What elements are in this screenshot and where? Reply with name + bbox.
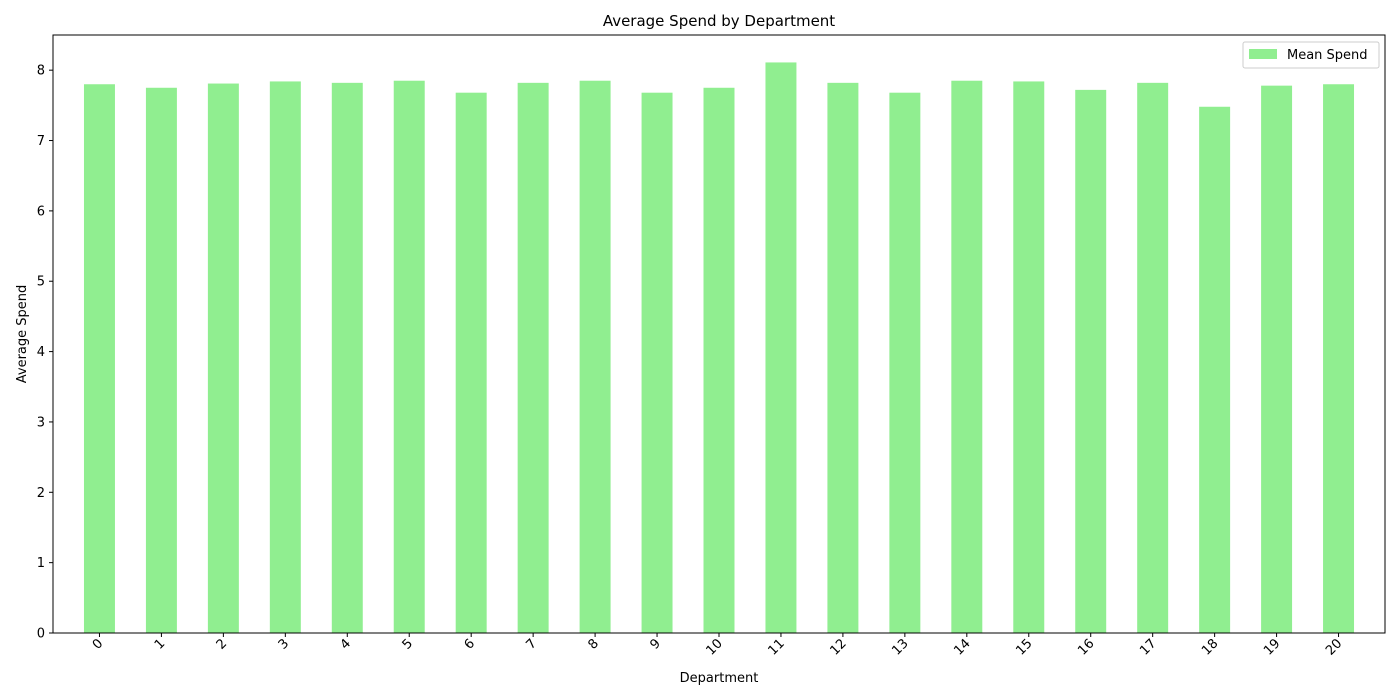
- x-tick-label: 0: [90, 636, 106, 652]
- bar-department-18: [1199, 106, 1231, 633]
- x-tick-label: 19: [1261, 636, 1283, 658]
- bar-department-1: [145, 87, 177, 633]
- bar-department-20: [1323, 84, 1355, 633]
- bar-department-0: [83, 84, 115, 633]
- legend-label: Mean Spend: [1287, 48, 1368, 63]
- bar-department-10: [703, 87, 735, 633]
- bar-department-7: [517, 82, 549, 634]
- x-tick-label: 8: [585, 636, 601, 652]
- y-tick-label: 6: [37, 204, 45, 219]
- y-axis: 0 1 2 3 4 5 6 7 8: [37, 64, 53, 642]
- x-tick-label: 5: [400, 636, 416, 652]
- x-axis-label: Department: [680, 671, 759, 686]
- y-tick-label: 1: [37, 556, 45, 571]
- bar-department-5: [393, 80, 425, 633]
- x-tick-label: 14: [951, 636, 973, 658]
- x-tick-label: 10: [704, 636, 726, 658]
- bar-department-8: [579, 80, 611, 633]
- x-tick-label: 13: [889, 636, 911, 658]
- x-tick-label: 6: [462, 636, 478, 652]
- legend-swatch: [1249, 49, 1277, 59]
- bar-department-19: [1261, 85, 1293, 634]
- x-tick-label: 15: [1013, 636, 1035, 658]
- x-tick-label: 18: [1199, 636, 1221, 658]
- bar-department-15: [1013, 81, 1045, 634]
- y-axis-label: Average Spend: [15, 285, 30, 384]
- x-tick-label: 7: [524, 636, 540, 652]
- x-tick-label: 17: [1137, 636, 1159, 658]
- x-tick-label: 4: [338, 636, 354, 652]
- x-tick-label: 16: [1075, 636, 1097, 658]
- y-tick-label: 4: [37, 345, 45, 360]
- bar-department-12: [827, 82, 859, 634]
- bar-department-17: [1137, 82, 1169, 634]
- x-tick-label: 11: [765, 636, 787, 658]
- y-tick-label: 8: [37, 64, 45, 79]
- y-tick-label: 5: [37, 275, 45, 290]
- y-tick-label: 3: [37, 415, 45, 430]
- bar-department-11: [765, 62, 797, 634]
- x-tick-label: 9: [647, 636, 663, 652]
- x-tick-label: 20: [1323, 636, 1345, 658]
- bar-department-6: [455, 92, 487, 634]
- chart-title: Average Spend by Department: [603, 12, 835, 30]
- bar-department-14: [951, 80, 983, 633]
- x-tick-label: 3: [276, 636, 292, 652]
- x-tick-label: 2: [214, 636, 230, 652]
- x-tick-label: 12: [827, 636, 849, 658]
- y-tick-label: 2: [37, 486, 45, 501]
- x-axis: 0 1 2 3 4 5 6 7 8 9 10 11 12 13 14 15 16 17 18 19 20: [90, 633, 1345, 659]
- y-tick-label: 7: [37, 134, 45, 149]
- bars-group: [83, 62, 1355, 634]
- bar-department-2: [207, 83, 239, 634]
- legend-box: [1242, 41, 1380, 69]
- bar-department-13: [889, 92, 921, 634]
- y-tick-label: 0: [37, 627, 45, 642]
- bar-department-4: [331, 82, 363, 634]
- legend: Mean Spend: [1242, 41, 1380, 69]
- x-tick-label: 1: [152, 636, 168, 652]
- bar-department-9: [641, 92, 673, 634]
- bar-department-16: [1075, 89, 1107, 633]
- bar-department-3: [269, 81, 301, 634]
